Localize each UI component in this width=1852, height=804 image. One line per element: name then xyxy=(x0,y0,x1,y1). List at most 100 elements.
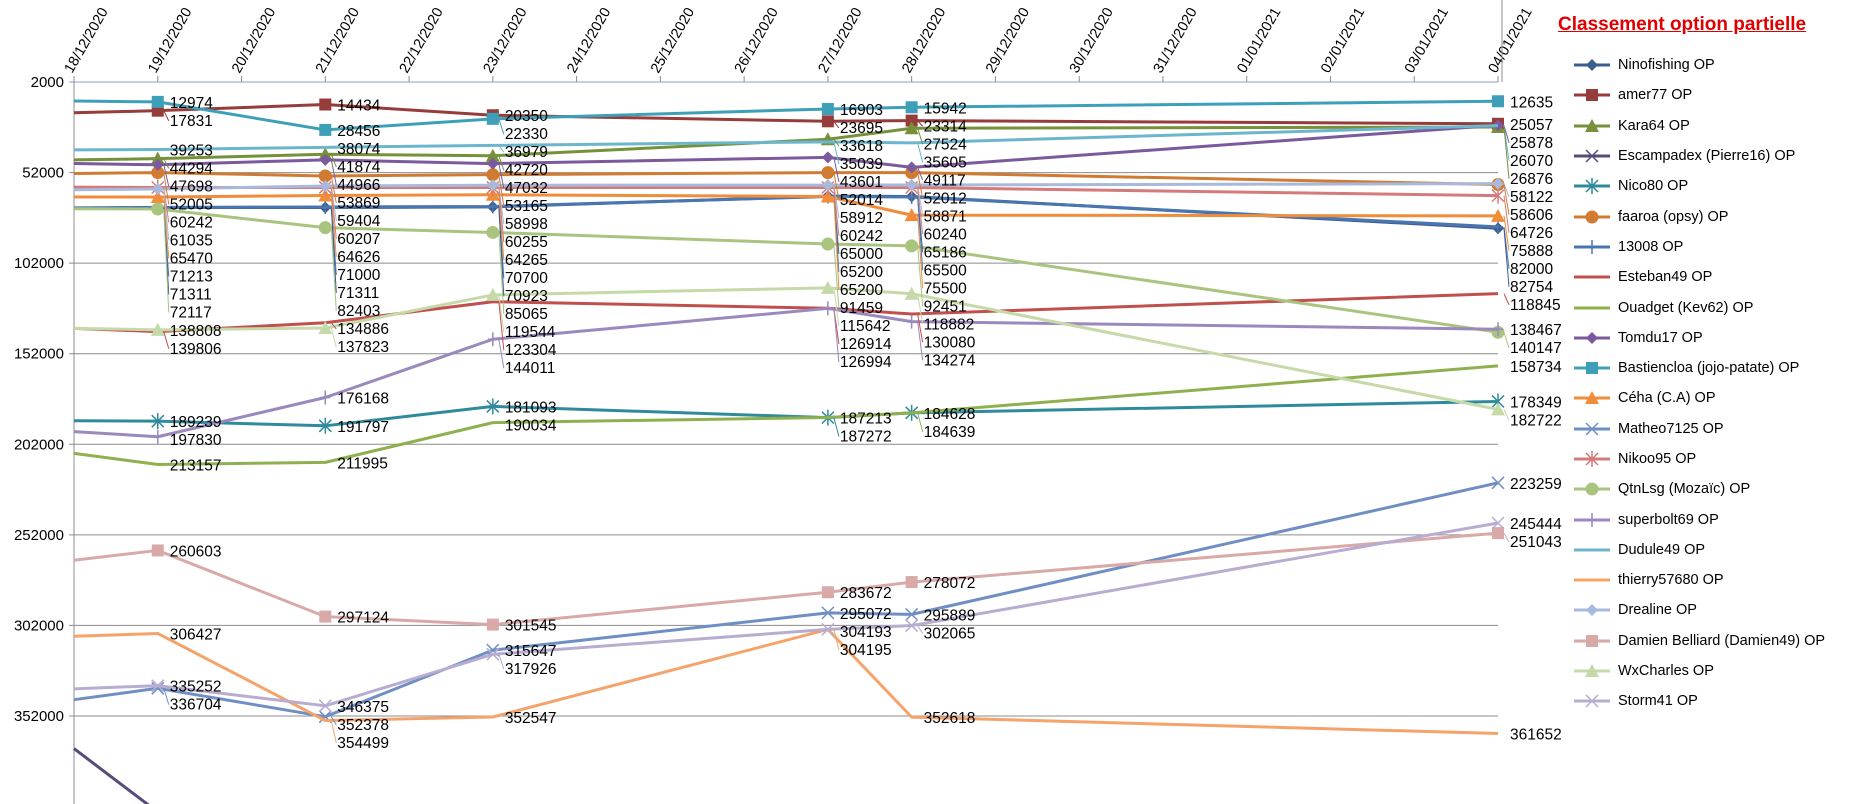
data-label: 42720 xyxy=(505,162,548,179)
label-leader xyxy=(163,331,170,349)
legend-swatch xyxy=(1574,482,1610,496)
x-tick-label: 20/12/2020 xyxy=(229,5,279,76)
x-tick-label: 04/01/2021 xyxy=(1486,5,1536,76)
label-leader xyxy=(498,654,505,670)
y-tick-label: 102000 xyxy=(14,255,64,272)
data-label: 306427 xyxy=(170,626,222,643)
legend-swatch xyxy=(1574,604,1610,617)
legend-item: Storm41 OP xyxy=(1572,686,1825,716)
series-line xyxy=(73,364,1499,466)
data-label: 352547 xyxy=(505,710,557,727)
marker-square xyxy=(319,610,332,623)
series-line xyxy=(73,103,1499,126)
x-tick-label: 28/12/2020 xyxy=(899,5,949,76)
marker-diamond xyxy=(905,179,918,192)
series-thierry57680-op xyxy=(73,627,1499,735)
label-leader xyxy=(917,128,924,145)
marker-triangle xyxy=(1491,208,1505,222)
series-ouadget-kev62-op xyxy=(73,364,1499,466)
data-label: 12635 xyxy=(1510,94,1553,111)
data-label: 182722 xyxy=(1510,412,1562,429)
series-line xyxy=(73,124,1499,152)
marker-diamond xyxy=(151,182,164,195)
marker-x xyxy=(821,622,835,636)
data-label: 184639 xyxy=(924,424,976,441)
marker-triangle xyxy=(150,322,165,336)
data-label: 16903 xyxy=(840,102,883,119)
legend-swatch xyxy=(1574,694,1610,708)
label-leader xyxy=(917,412,924,432)
label-leader xyxy=(1503,532,1510,543)
y-tick-label: 52000 xyxy=(22,165,64,182)
data-label: 123304 xyxy=(505,342,557,359)
label-leader xyxy=(833,308,840,363)
legend-item: QtnLsg (Mozaïc) OP xyxy=(1572,474,1825,504)
legend-swatch xyxy=(1574,634,1610,647)
label-leader xyxy=(498,118,505,135)
label-leader xyxy=(917,184,924,217)
label-leader xyxy=(498,174,505,207)
data-label: 25878 xyxy=(1510,135,1553,152)
data-label: 138808 xyxy=(170,323,222,340)
data-label: 52012 xyxy=(924,190,967,207)
marker-triangle xyxy=(1585,664,1599,678)
data-label: 43601 xyxy=(840,174,883,191)
label-leader xyxy=(917,167,924,181)
marker-triangle xyxy=(150,151,165,165)
marker-triangle xyxy=(904,121,919,135)
marker-plus xyxy=(152,429,163,444)
x-tick-label: 27/12/2020 xyxy=(815,5,865,76)
data-label: 187213 xyxy=(840,411,892,428)
marker-plus xyxy=(487,332,498,347)
data-label: 85065 xyxy=(505,306,548,323)
series-escampadex-pierre16-op xyxy=(73,747,150,804)
series-line xyxy=(73,627,1499,735)
data-label: 82754 xyxy=(1510,279,1553,296)
data-label: 33618 xyxy=(840,138,883,155)
marker-square xyxy=(1586,634,1598,647)
data-label: 295072 xyxy=(840,606,892,623)
data-label: 189239 xyxy=(170,414,222,431)
label-leader xyxy=(833,138,840,147)
legend-label: QtnLsg (Mozaïc) OP xyxy=(1618,481,1751,498)
legend-item: Ouadget (Kev62) OP xyxy=(1572,292,1825,322)
label-leader xyxy=(1503,127,1510,179)
legend-item: Drealine OP xyxy=(1572,595,1825,625)
label-leader xyxy=(330,207,337,293)
label-leader xyxy=(1503,409,1510,421)
legend-swatch xyxy=(1574,422,1610,436)
legend-item: Matheo7125 OP xyxy=(1572,414,1825,444)
label-leader xyxy=(163,110,170,122)
x-tick-label: 29/12/2020 xyxy=(983,5,1033,76)
data-label: 301545 xyxy=(505,618,557,635)
data-label: 181093 xyxy=(505,399,557,416)
data-label: 134886 xyxy=(337,321,389,338)
data-label: 130080 xyxy=(924,334,976,351)
data-label: 70923 xyxy=(505,288,548,305)
label-leader xyxy=(1503,293,1510,305)
data-label: 14434 xyxy=(337,98,380,115)
label-leader xyxy=(163,688,170,705)
x-tick-label: 26/12/2020 xyxy=(732,5,782,76)
data-label: 75888 xyxy=(1510,243,1553,260)
data-label: 23314 xyxy=(924,118,967,135)
marker-square xyxy=(151,95,164,108)
data-label: 335252 xyxy=(170,679,222,696)
legend-swatch xyxy=(1574,451,1610,467)
data-label: 126994 xyxy=(840,354,892,371)
data-label: 58998 xyxy=(505,216,548,233)
data-label: 223259 xyxy=(1510,476,1562,493)
label-leader xyxy=(917,245,924,307)
marker-plus xyxy=(1493,322,1503,337)
label-leader xyxy=(330,720,337,743)
data-label: 137823 xyxy=(337,339,389,356)
data-label: 71213 xyxy=(170,268,213,285)
legend-item: amer77 OP xyxy=(1572,80,1825,110)
series-damien-belliard-damien49-op xyxy=(73,527,1504,631)
label-leader xyxy=(917,187,924,235)
legend-item: faaroa (opsy) OP xyxy=(1572,201,1825,231)
marker-triangle xyxy=(485,287,500,301)
marker-x xyxy=(1585,422,1599,436)
marker-plus xyxy=(320,199,331,214)
label-leader xyxy=(833,629,840,650)
